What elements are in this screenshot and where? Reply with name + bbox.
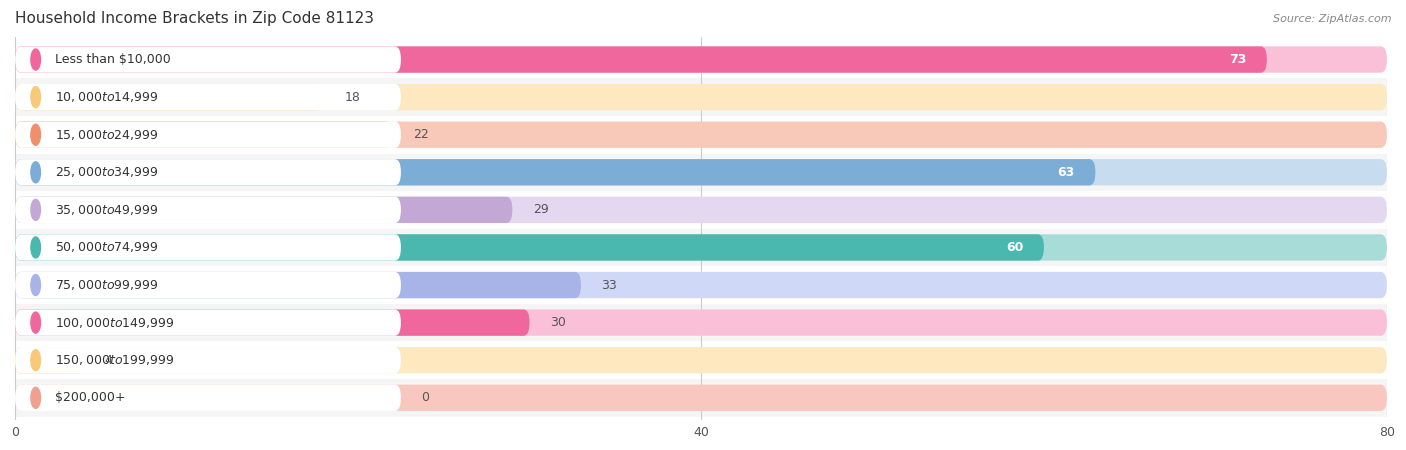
Circle shape bbox=[31, 124, 41, 145]
Text: Less than $10,000: Less than $10,000 bbox=[55, 53, 170, 66]
Text: $150,000 to $199,999: $150,000 to $199,999 bbox=[55, 353, 174, 367]
FancyBboxPatch shape bbox=[15, 347, 84, 373]
Bar bbox=[15, 191, 1386, 229]
Circle shape bbox=[31, 199, 41, 220]
FancyBboxPatch shape bbox=[15, 84, 401, 110]
Text: 73: 73 bbox=[1229, 53, 1246, 66]
FancyBboxPatch shape bbox=[15, 159, 401, 185]
FancyBboxPatch shape bbox=[15, 84, 323, 110]
FancyBboxPatch shape bbox=[15, 310, 530, 336]
FancyBboxPatch shape bbox=[15, 234, 1043, 261]
FancyBboxPatch shape bbox=[15, 122, 1386, 148]
FancyBboxPatch shape bbox=[15, 272, 581, 298]
Text: Household Income Brackets in Zip Code 81123: Household Income Brackets in Zip Code 81… bbox=[15, 11, 374, 26]
FancyBboxPatch shape bbox=[15, 385, 1386, 411]
FancyBboxPatch shape bbox=[15, 46, 1267, 73]
Text: $15,000 to $24,999: $15,000 to $24,999 bbox=[55, 128, 157, 142]
Text: 0: 0 bbox=[422, 392, 429, 404]
Text: $75,000 to $99,999: $75,000 to $99,999 bbox=[55, 278, 157, 292]
FancyBboxPatch shape bbox=[15, 310, 401, 336]
FancyBboxPatch shape bbox=[15, 197, 512, 223]
Text: $200,000+: $200,000+ bbox=[55, 392, 125, 404]
Text: $10,000 to $14,999: $10,000 to $14,999 bbox=[55, 90, 157, 104]
Bar bbox=[15, 342, 1386, 379]
Text: 18: 18 bbox=[344, 90, 360, 104]
Circle shape bbox=[31, 312, 41, 333]
Bar bbox=[15, 153, 1386, 191]
Bar bbox=[15, 116, 1386, 153]
Text: 4: 4 bbox=[104, 354, 112, 367]
Text: 29: 29 bbox=[533, 203, 548, 216]
FancyBboxPatch shape bbox=[15, 272, 1386, 298]
FancyBboxPatch shape bbox=[15, 197, 401, 223]
FancyBboxPatch shape bbox=[15, 159, 1386, 185]
Bar bbox=[15, 304, 1386, 342]
FancyBboxPatch shape bbox=[15, 122, 401, 148]
FancyBboxPatch shape bbox=[15, 46, 1386, 73]
Circle shape bbox=[31, 237, 41, 258]
Text: 63: 63 bbox=[1057, 166, 1074, 179]
Text: 30: 30 bbox=[550, 316, 567, 329]
FancyBboxPatch shape bbox=[15, 347, 1386, 373]
Circle shape bbox=[31, 86, 41, 108]
Text: $25,000 to $34,999: $25,000 to $34,999 bbox=[55, 165, 157, 179]
FancyBboxPatch shape bbox=[15, 234, 401, 261]
FancyBboxPatch shape bbox=[15, 234, 1386, 261]
Text: 60: 60 bbox=[1005, 241, 1024, 254]
Bar bbox=[15, 41, 1386, 78]
Bar bbox=[15, 379, 1386, 417]
FancyBboxPatch shape bbox=[15, 347, 401, 373]
Text: $35,000 to $49,999: $35,000 to $49,999 bbox=[55, 203, 157, 217]
Text: $50,000 to $74,999: $50,000 to $74,999 bbox=[55, 240, 157, 254]
Bar bbox=[15, 266, 1386, 304]
Bar bbox=[15, 229, 1386, 266]
FancyBboxPatch shape bbox=[15, 272, 401, 298]
Circle shape bbox=[31, 49, 41, 70]
Text: 22: 22 bbox=[413, 128, 429, 141]
Text: 33: 33 bbox=[602, 279, 617, 292]
Bar bbox=[15, 78, 1386, 116]
FancyBboxPatch shape bbox=[15, 197, 1386, 223]
FancyBboxPatch shape bbox=[15, 84, 1386, 110]
Circle shape bbox=[31, 387, 41, 408]
Circle shape bbox=[31, 274, 41, 296]
Text: Source: ZipAtlas.com: Source: ZipAtlas.com bbox=[1274, 14, 1392, 23]
FancyBboxPatch shape bbox=[15, 46, 401, 73]
Text: $100,000 to $149,999: $100,000 to $149,999 bbox=[55, 315, 174, 329]
Circle shape bbox=[31, 350, 41, 371]
FancyBboxPatch shape bbox=[15, 385, 401, 411]
FancyBboxPatch shape bbox=[15, 310, 1386, 336]
Circle shape bbox=[31, 162, 41, 183]
FancyBboxPatch shape bbox=[15, 122, 392, 148]
FancyBboxPatch shape bbox=[15, 159, 1095, 185]
